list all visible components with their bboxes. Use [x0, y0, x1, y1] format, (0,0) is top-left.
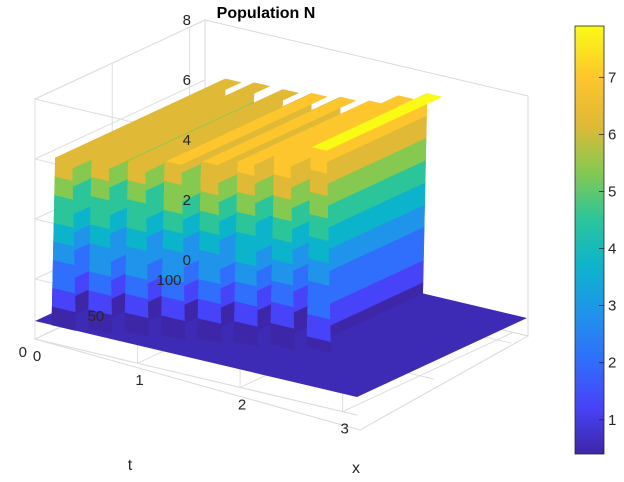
y-tick-label: 0: [19, 344, 27, 361]
ridge-6-front-18: [237, 161, 255, 176]
ridge-2-front-18: [91, 157, 109, 172]
colorbar-tick-label: 6: [608, 126, 616, 143]
colorbar: 1 2 3 4 5 6 7: [574, 25, 616, 455]
colorbar-tick-label: 7: [608, 69, 616, 86]
colorbar-tick-label: 1: [608, 412, 616, 429]
ridge-1-front-18: [54, 157, 73, 172]
ridge-7-front-18: [274, 152, 291, 168]
z-grid-left-8: [34, 19, 206, 100]
ridge-3-front-18: [127, 160, 146, 175]
x-axis-label: x: [352, 460, 360, 477]
z-tick-label: 0: [183, 252, 191, 269]
x-tick-label: 0: [33, 348, 41, 365]
ridge-4-front-18: [164, 161, 182, 176]
ridge-8-front-18: [310, 146, 327, 163]
chart-title: Population N: [217, 5, 316, 22]
z-tick-label: 2: [183, 192, 191, 209]
surface-plot: [35, 78, 527, 397]
ridge-5-front-18: [200, 161, 219, 176]
y-tick-label: 100: [157, 272, 182, 289]
x-tick-label: 3: [340, 421, 348, 438]
colorbar-tick-label: 3: [608, 298, 616, 315]
colorbar-tick-label: 2: [608, 355, 616, 372]
colorbar-tick-label: 5: [608, 183, 616, 200]
z-tick-label: 8: [183, 12, 191, 29]
colorbar-gradient: [574, 25, 605, 455]
colorbar-ticks: 1 2 3 4 5 6 7: [599, 69, 616, 429]
y-axis-label: t: [128, 457, 133, 474]
y-grid-floor-0: [34, 338, 358, 416]
x-tick-label: 1: [135, 372, 143, 389]
colorbar-tick-label: 4: [608, 241, 616, 258]
z-tick-label: 4: [183, 132, 191, 149]
y-tick-label: 50: [88, 308, 105, 325]
z-tick-label: 6: [183, 72, 191, 89]
x-grid-floor-3: [342, 332, 513, 413]
x-tick-label: 2: [238, 396, 246, 413]
ridge-8: [306, 93, 443, 354]
